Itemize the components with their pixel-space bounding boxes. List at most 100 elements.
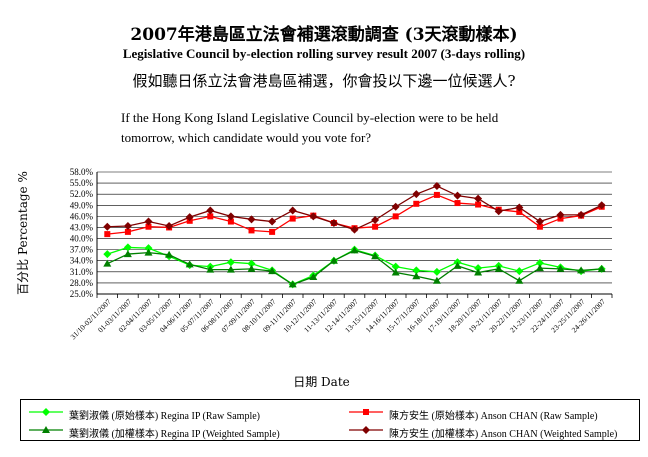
legend-label-ip-weighted: 葉劉淑儀 (加權樣本) Regina IP (Weighted Sample) (69, 429, 280, 440)
data-point-ip-weighted (371, 252, 380, 260)
data-point-chan-weighted (123, 221, 132, 230)
data-point-ip-raw (103, 250, 112, 259)
data-point-chan-raw (372, 223, 379, 230)
y-tick-label: 25.0% (70, 289, 94, 299)
data-point-ip-weighted (412, 272, 421, 280)
legend-swatch-ip-raw (29, 408, 63, 416)
data-point-ip-weighted (123, 250, 132, 258)
data-point-ip-raw (391, 262, 400, 271)
data-point-ip-raw (412, 266, 421, 275)
data-point-chan-raw (289, 215, 296, 222)
y-tick-label: 52.0% (70, 189, 94, 199)
data-point-ip-raw (535, 258, 544, 267)
data-point-chan-raw (392, 213, 399, 220)
data-point-ip-weighted (350, 246, 359, 254)
y-tick-label: 46.0% (70, 211, 94, 221)
data-point-chan-weighted (288, 206, 297, 215)
y-tick-label: 58.0% (70, 167, 94, 177)
data-point-chan-weighted (165, 221, 174, 230)
chart-title-zh: 2007年港島區立法會補選滾動調查 (3天滾動樣本) (130, 25, 518, 45)
y-tick-label: 34.0% (70, 256, 94, 266)
data-point-ip-raw (226, 258, 235, 267)
line-chart: 58.0%55.0%52.0%49.0%46.0%43.0% 40.0%37.0%… (16, 167, 613, 389)
data-point-chan-raw (248, 227, 255, 234)
data-point-chan-weighted (494, 207, 503, 216)
data-point-chan-weighted (453, 191, 462, 200)
y-axis-label: 百分比 Percentage % (16, 171, 30, 295)
question-zh: 假如聽日係立法會港島區補選，你會投以下邊一位候選人? (132, 72, 516, 90)
data-point-ip-weighted (247, 264, 256, 272)
y-tick-label: 31.0% (70, 267, 94, 277)
data-point-ip-weighted (535, 264, 544, 272)
data-point-chan-weighted (597, 201, 606, 210)
data-point-chan-raw (207, 213, 214, 220)
question-en: If the Hong Kong Island Legislative Coun… (121, 110, 499, 145)
y-tick-label: 37.0% (70, 245, 94, 255)
data-point-ip-weighted (329, 256, 338, 264)
data-point-chan-raw (269, 228, 276, 235)
data-point-ip-weighted (309, 272, 318, 280)
data-point-chan-weighted (144, 217, 153, 226)
data-point-chan-weighted (474, 194, 483, 203)
data-point-chan-weighted (515, 203, 524, 212)
data-point-chan-raw (536, 223, 543, 230)
data-point-ip-raw (247, 259, 256, 268)
data-point-chan-weighted (247, 215, 256, 224)
data-point-chan-raw (475, 201, 482, 208)
data-point-ip-raw (515, 267, 524, 276)
data-point-ip-weighted (165, 250, 174, 258)
data-point-ip-raw (123, 243, 132, 252)
data-point-ip-weighted (144, 248, 153, 256)
legend-swatch-chan-raw (349, 409, 383, 415)
legend-label-chan-raw: 陳方安生 (原始樣本) Anson CHAN (Raw Sample) (389, 411, 598, 422)
y-tick-label: 49.0% (70, 200, 94, 210)
data-point-chan-raw (433, 191, 440, 198)
data-point-ip-raw (474, 264, 483, 273)
data-point-ip-weighted (268, 267, 277, 275)
data-point-chan-weighted (309, 212, 318, 221)
legend-label-chan-weighted: 陳方安生 (加權樣本) Anson CHAN (Weighted Sample) (389, 429, 618, 440)
data-point-chan-weighted (556, 210, 565, 219)
legend-swatch-ip-weighted (29, 426, 63, 433)
legend-swatch-chan-weighted (349, 426, 383, 434)
data-point-chan-weighted (185, 213, 194, 222)
data-point-ip-weighted (577, 266, 586, 274)
data-point-chan-raw (227, 218, 234, 225)
data-point-chan-weighted (206, 206, 215, 215)
x-axis-label: 日期 Date (293, 375, 350, 389)
data-point-chan-weighted (103, 222, 112, 231)
data-point-chan-weighted (432, 182, 441, 191)
data-point-chan-weighted (412, 190, 421, 199)
data-point-ip-weighted (288, 280, 297, 288)
y-tick-label: 28.0% (70, 278, 94, 288)
data-point-ip-weighted (597, 264, 606, 272)
data-point-ip-weighted (206, 265, 215, 273)
y-tick-label: 40.0% (70, 234, 94, 244)
data-point-ip-raw (432, 267, 441, 276)
data-point-chan-weighted (371, 216, 380, 225)
data-point-chan-raw (413, 200, 420, 207)
data-point-chan-raw (145, 223, 152, 230)
data-point-ip-weighted (494, 264, 503, 272)
data-point-ip-weighted (515, 276, 524, 284)
data-point-chan-raw (104, 231, 111, 238)
y-tick-label: 55.0% (70, 178, 94, 188)
data-point-chan-weighted (329, 219, 338, 228)
data-point-ip-weighted (474, 268, 483, 276)
data-point-ip-weighted (391, 268, 400, 276)
data-point-chan-weighted (350, 225, 359, 234)
data-point-ip-weighted (556, 264, 565, 272)
legend: 葉劉淑儀 (原始樣本) Regina IP (Raw Sample) 葉劉淑儀 … (20, 399, 640, 441)
legend-label-ip-raw: 葉劉淑儀 (原始樣本) Regina IP (Raw Sample) (69, 411, 260, 422)
data-point-chan-weighted (535, 217, 544, 226)
data-point-ip-weighted (103, 259, 112, 267)
chart-title-en: Legislative Council by-election rolling … (122, 46, 526, 61)
data-point-ip-weighted (453, 261, 462, 269)
data-point-chan-raw (454, 200, 461, 207)
data-point-chan-weighted (226, 212, 235, 221)
data-point-chan-raw (124, 228, 131, 235)
y-tick-label: 43.0% (70, 222, 94, 232)
data-point-ip-weighted (226, 265, 235, 273)
data-point-ip-raw (144, 244, 153, 253)
data-point-ip-weighted (432, 276, 441, 284)
